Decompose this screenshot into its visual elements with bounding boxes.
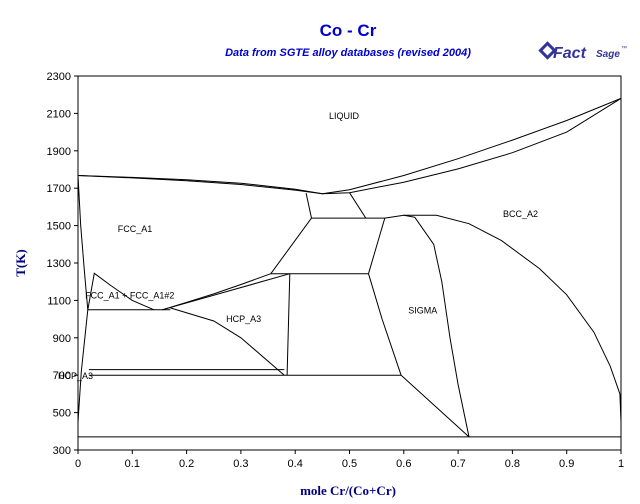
- x-tick-label: 1: [618, 458, 624, 470]
- phase-boundary-hcp-left-boundary: [77, 309, 89, 422]
- x-tick-label: 0.4: [288, 458, 303, 470]
- chart-title: Co - Cr: [320, 21, 377, 40]
- phase-boundary-liquid-bcc-small: [349, 192, 367, 219]
- x-tick-label: 0.8: [505, 458, 520, 470]
- chart-subtitle: Data from SGTE alloy databases (revised …: [225, 47, 471, 59]
- phase-boundary-miscibility-gap: [87, 272, 155, 311]
- x-tick-label: 0.6: [396, 458, 411, 470]
- x-axis-ticks: 0 0.1 0.2 0.3 0.4 0.5 0.6 0.7 0.8 0.9 1: [75, 450, 624, 470]
- phase-region-label: HCP_A3: [58, 371, 93, 381]
- plot-frame: [77, 75, 622, 451]
- phase-boundary-sigma-right: [414, 216, 470, 438]
- x-tick-label: 0.7: [450, 458, 465, 470]
- phase-boundary-liquidus: [77, 97, 622, 195]
- phase-boundary-solidus-right: [322, 97, 622, 195]
- phase-boundary-fcc-boundary-upper: [305, 192, 312, 219]
- phase-boundary-fcc-left-boundary: [77, 175, 89, 310]
- logo-trademark: ™: [621, 45, 627, 52]
- y-axis-label: T(K): [13, 249, 28, 276]
- phase-region-label: LIQUID: [329, 111, 360, 121]
- y-tick-label: 2100: [47, 108, 71, 120]
- y-tick-label: 1100: [47, 295, 71, 307]
- phase-boundary-fcc-sigma-upper: [270, 217, 312, 274]
- y-tick-label: 1900: [47, 146, 71, 158]
- x-axis-label: mole Cr/(Co+Cr): [300, 483, 396, 498]
- x-tick-label: 0.3: [233, 458, 248, 470]
- x-tick-label: 0.2: [179, 458, 194, 470]
- phase-region-label: FCC_A1: [118, 224, 153, 234]
- phase-boundary-solidus-left: [77, 175, 323, 195]
- phase-region-label: BCC_A2: [503, 209, 538, 219]
- logo-text-small: Sage: [596, 49, 620, 60]
- x-tick-label: 0.5: [342, 458, 357, 470]
- phase-region-label: FCC_A1 + FCC_A1#2: [85, 291, 174, 301]
- phase-boundary-hcp-field-right: [286, 273, 291, 376]
- logo-text-main: Fact: [553, 45, 587, 62]
- phase-boundary-sigma-left-upper: [368, 217, 386, 274]
- x-tick-label: 0.1: [125, 458, 140, 470]
- y-tick-label: 900: [53, 333, 71, 345]
- phase-boundary-sigma-left-lower: [368, 273, 470, 438]
- phase-region-label: HCP_A3: [226, 314, 261, 324]
- x-tick-label: 0.9: [559, 458, 574, 470]
- x-tick-label: 0: [75, 458, 81, 470]
- phase-region-label: SIGMA: [408, 305, 437, 315]
- phase-boundary-bcc-solvus: [403, 214, 622, 422]
- y-tick-label: 2300: [47, 71, 71, 83]
- factsage-logo-icon: Fact Sage ™: [538, 41, 627, 62]
- y-tick-label: 1700: [47, 183, 71, 195]
- phase-boundaries: [77, 97, 622, 438]
- y-tick-label: 300: [53, 445, 71, 457]
- y-axis-ticks: 300 500 700 900 1100 1300 1500 1700 1900 2100 2300: [47, 71, 78, 457]
- y-tick-label: 500: [53, 408, 71, 420]
- y-tick-label: 700: [53, 370, 71, 382]
- y-tick-label: 1500: [47, 221, 71, 233]
- phase-boundary-hcp-field-top: [162, 273, 290, 311]
- y-tick-label: 1300: [47, 258, 71, 270]
- phase-boundary-hcp-fcc-lower: [170, 307, 285, 376]
- phase-boundary-hcp-fcc-line: [162, 273, 271, 311]
- phase-region-labels: LIQUID FCC_A1 BCC_A2 FCC_A1 + FCC_A1#2 HCP_A…: [58, 111, 538, 381]
